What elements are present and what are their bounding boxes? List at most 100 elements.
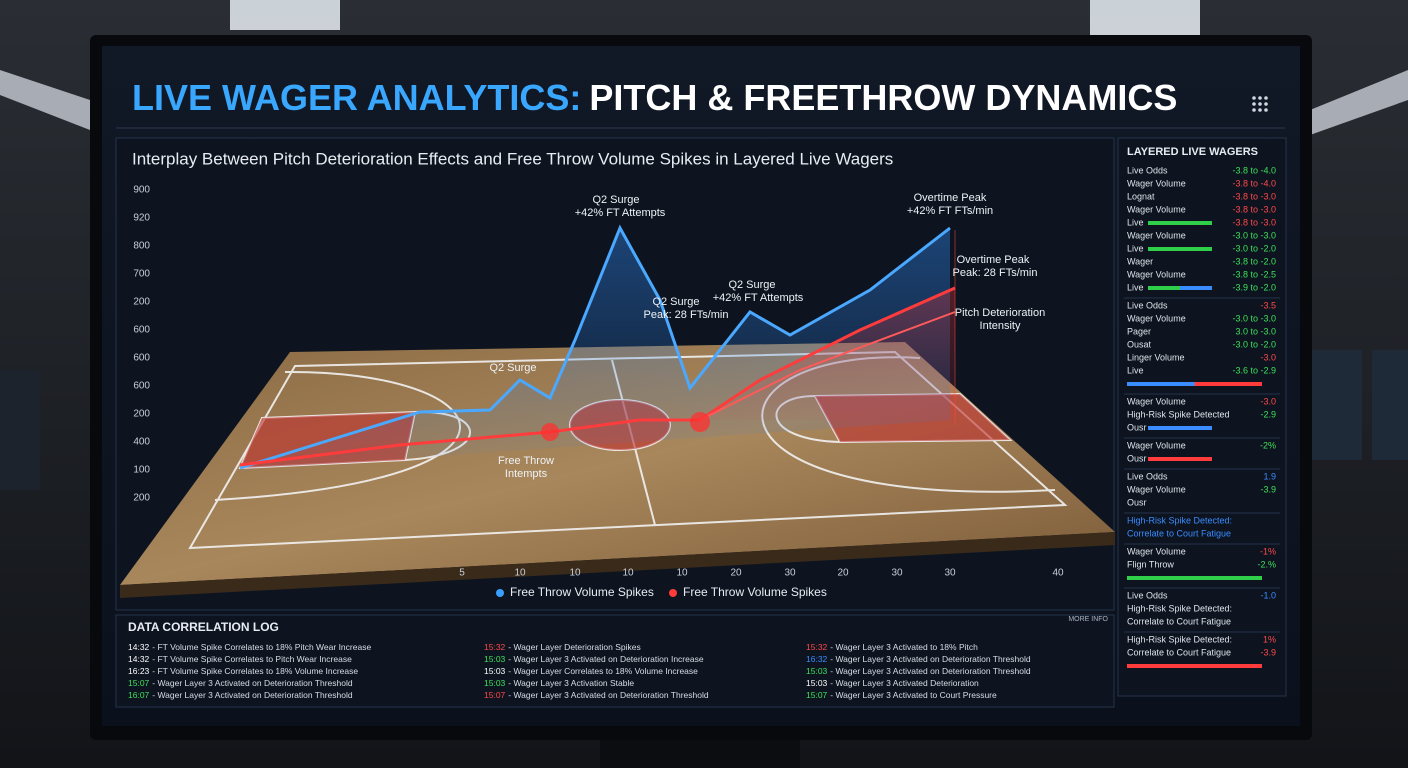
side-value: 1.9 [1263,471,1276,481]
log-time: 14:32 [128,654,150,664]
side-label: High-Risk Spike Detected: [1127,515,1232,525]
y-axis-label: 200 [133,297,150,308]
side-monitor [1312,350,1362,460]
log-time: 16:23 [128,666,150,676]
y-axis-label: 600 [133,325,150,336]
log-entry: 15:07- Wager Layer 3 Activated on Deteri… [484,690,709,700]
side-label: Ousr [1127,422,1147,432]
side-label: Live [1127,282,1144,292]
log-entry: 15:03- Wager Layer 3 Activated on Deteri… [806,666,1031,676]
side-value: -3.9 [1260,484,1276,494]
red-line-2 [699,311,956,421]
side-label: Live Odds [1127,471,1168,481]
side-label: Live [1127,365,1144,375]
side-value: -3.8 to -4.0 [1232,165,1276,175]
blue-line [239,224,951,470]
side-bar [1148,286,1180,290]
x-axis-label: 10 [676,568,688,579]
legend-swatch [496,589,504,597]
x-axis-label: 30 [944,568,956,579]
log-text: - Wager Layer 3 Activated on Deteriorati… [508,654,704,664]
side-value: -3.8 to -4.0 [1232,178,1276,188]
annotation: +42% FT FTs/min [907,205,993,217]
title-lead: LIVE WAGER ANALYTICS: [132,77,581,118]
side-value: -1.0 [1260,590,1276,600]
red-area [700,288,955,420]
annotation: +42% FT Attempts [713,292,804,304]
annotation: Pitch Deterioration [955,307,1046,319]
side-value: -3.8 to -3.0 [1232,191,1276,201]
side-value: -3.8 to -2.0 [1232,256,1276,266]
side-value: 1% [1263,634,1276,644]
side-label: Wager Volume [1127,230,1186,240]
side-label: High-Risk Spike Detected: [1127,603,1232,613]
log-text: - FT Volume Spike Correlates to 18% Pitc… [152,642,371,652]
side-label: Live [1127,217,1144,227]
y-axis-label: 900 [133,185,150,196]
annotation: Overtime Peak [957,254,1030,266]
side-title: LAYERED LIVE WAGERS [1127,146,1258,158]
y-axis-label: 700 [133,269,150,280]
annotation: Q2 Surge [728,279,775,291]
log-entry: 16:32- Wager Layer 3 Activated on Deteri… [806,654,1031,664]
x-axis-label: 30 [784,568,796,579]
red-line [239,286,956,467]
log-time: 15:32 [484,642,506,652]
log-time: 15:03 [806,678,828,688]
annotation: Q2 Surge [592,194,639,206]
log-time: 15:07 [128,678,150,688]
y-axis-label: 920 [133,213,150,224]
title: LIVE WAGER ANALYTICS: PITCH & FREETHROW D… [132,77,1177,118]
side-value: 3.0 to -3.0 [1235,326,1276,336]
annotation: Intempts [505,468,548,480]
log-time: 16:32 [806,654,828,664]
x-axis-label: 40 [1052,568,1064,579]
side-label: High-Risk Spike Detected [1127,409,1230,419]
ceiling-light [1090,0,1200,40]
annotation: +42% FT Attempts [575,207,666,219]
side-label: Correlate to Court Fatigue [1127,616,1231,626]
annotation: Q2 Surge [652,296,699,308]
x-axis-label: 10 [514,568,526,579]
side-bar [1148,221,1212,225]
log-text: - Wager Layer 3 Activated on Deteriorati… [508,690,709,700]
log-time: 15:32 [806,642,828,652]
log-time: 14:32 [128,642,150,652]
side-value: -3.6 to -2.9 [1232,365,1276,375]
y-axis-label: 200 [133,409,150,420]
log-entry: 16:07- Wager Layer 3 Activated on Deteri… [128,690,353,700]
ceiling-light [230,0,340,30]
log-time: 15:07 [806,690,828,700]
side-label: Live Odds [1127,300,1168,310]
log-text: - Wager Layer 3 Activated Deterioration [830,678,979,688]
y-axis-label: 600 [133,381,150,392]
hotspot [541,423,559,441]
side-bar [1180,286,1212,290]
x-axis-label: 5 [459,568,465,579]
annotation: Q2 Surge [489,362,536,374]
x-axis-label: 20 [837,568,849,579]
side-bar [1127,576,1262,580]
side-bar [1148,247,1212,251]
x-axis-label: 20 [730,568,742,579]
side-value: -2.% [1257,559,1276,569]
side-bar [1148,426,1212,430]
side-label: Wager Volume [1127,269,1186,279]
side-label: Live [1127,243,1144,253]
side-monitor [1372,350,1408,460]
side-value: -3.0 [1260,396,1276,406]
log-text: - FT Volume Spike Correlates to Pitch We… [152,654,352,664]
log-text: - Wager Layer Deterioration Spikes [508,642,640,652]
side-label: Flign Throw [1127,559,1174,569]
side-value: -3.8 to -2.5 [1232,269,1276,279]
side-label: Ousat [1127,339,1152,349]
more-info[interactable]: MORE INFO [1068,616,1108,623]
log-time: 15:07 [484,690,506,700]
side-value: -3.0 to -2.0 [1232,339,1276,349]
court-edge [120,532,1115,598]
log-text: - Wager Layer 3 Activated on Deteriorati… [152,690,353,700]
y-axis-label: 100 [133,465,150,476]
y-axis-label: 200 [133,493,150,504]
annotation: Overtime Peak [914,192,987,204]
